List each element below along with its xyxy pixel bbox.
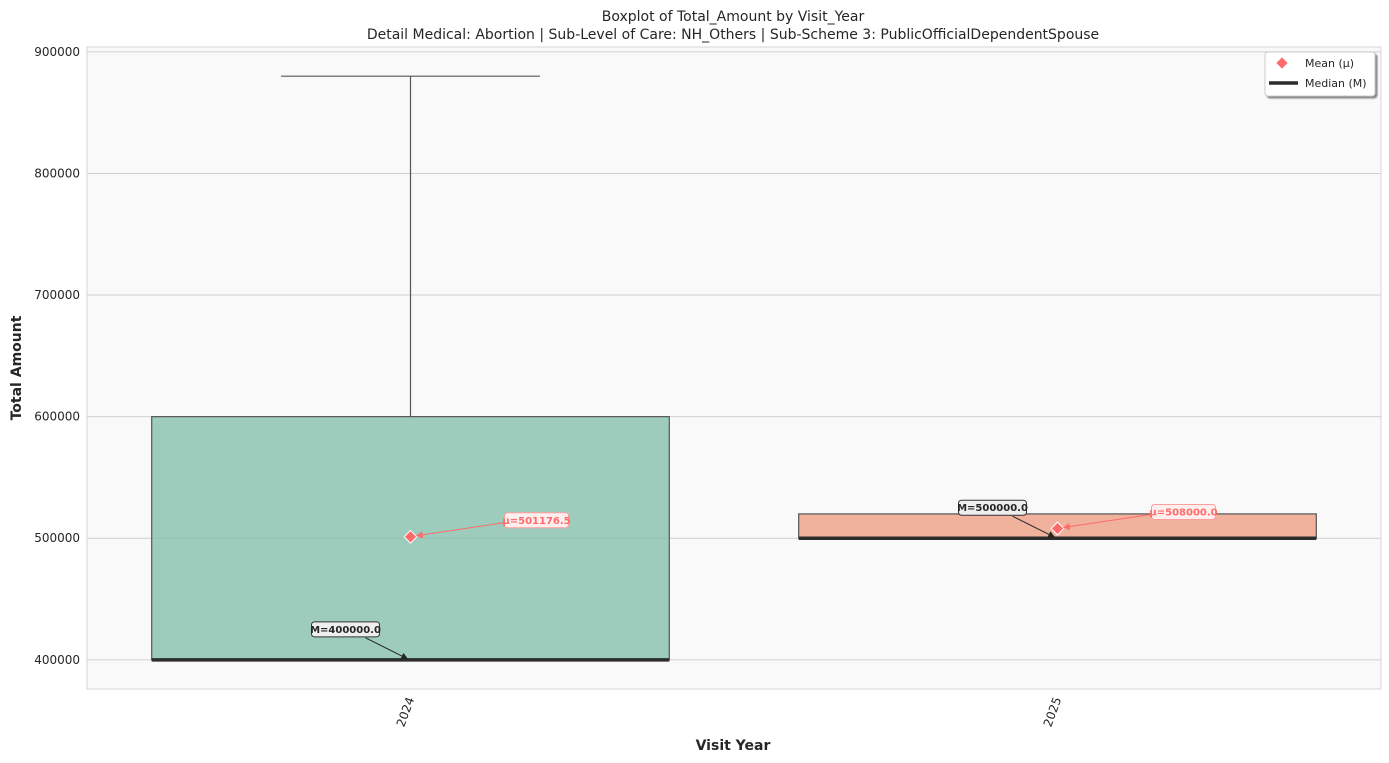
median-annotation-arrow xyxy=(1012,515,1056,538)
median-annotation-arrow xyxy=(365,637,409,660)
mean-annotation-label: μ=508000.0 xyxy=(1149,508,1217,519)
y-tick-label: 400000 xyxy=(34,653,80,667)
legend-median-label: Median (M) xyxy=(1305,77,1367,90)
y-axis-ticks: 400000 500000 600000 700000 800000 900000 xyxy=(34,45,80,667)
box-group-2025: M=500000.0 μ=508000.0 xyxy=(798,499,1317,540)
legend-box xyxy=(1264,51,1376,97)
chart-subtitle: Detail Medical: Abortion | Sub-Level of … xyxy=(367,27,1099,43)
mean-annotation-label: μ=501176.5 xyxy=(502,516,570,527)
box-layer: M=400000.0 μ=501176.5 M=500000.0 μ=508000.0 xyxy=(151,75,1317,662)
y-tick-label: 600000 xyxy=(34,410,80,424)
mean-annotation-box xyxy=(1151,504,1216,520)
x-axis-label: Visit Year xyxy=(696,738,771,754)
chart-title: Boxplot of Total_Amount by Visit_Year xyxy=(602,9,865,25)
box-group-2024: M=400000.0 μ=501176.5 xyxy=(151,75,670,662)
legend-mean-diamond-icon xyxy=(1276,57,1288,69)
median-annotation-label: M=500000.0 xyxy=(957,503,1028,514)
mean-annotation-box xyxy=(504,512,569,529)
y-axis-label: Total Amount xyxy=(9,315,25,420)
x-axis-ticks: 2024 2025 xyxy=(394,695,1065,728)
median-annotation-box xyxy=(311,621,380,638)
y-tick-label: 900000 xyxy=(34,45,80,59)
mean-annotation-arrow xyxy=(415,522,504,539)
mean-marker xyxy=(403,529,418,544)
x-tick-label: 2025 xyxy=(1041,695,1065,728)
y-tick-label: 500000 xyxy=(34,531,80,545)
legend: Mean (μ) Median (M) xyxy=(1264,51,1376,97)
median-annotation-label: M=400000.0 xyxy=(310,625,381,636)
mean-annotation-arrow xyxy=(1062,514,1151,531)
y-tick-label: 800000 xyxy=(34,166,80,180)
legend-mean-label: Mean (μ) xyxy=(1305,57,1354,70)
x-tick-label: 2024 xyxy=(394,695,418,728)
y-tick-label: 700000 xyxy=(34,288,80,302)
median-annotation-box xyxy=(958,499,1027,516)
